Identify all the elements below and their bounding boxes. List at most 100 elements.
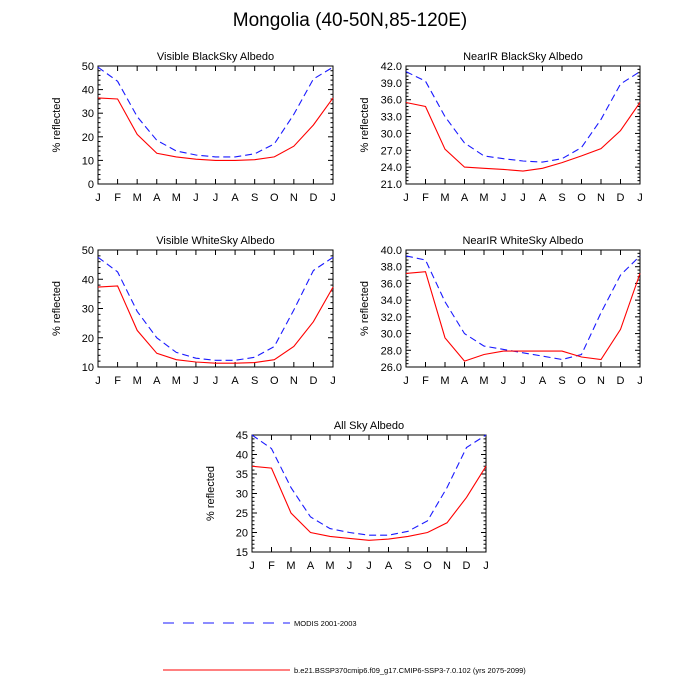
x-tick-label: J [483, 560, 489, 572]
x-tick-label: N [443, 560, 451, 572]
x-tick-label: M [479, 375, 488, 387]
x-tick-label: J [213, 375, 219, 387]
modis-series-line [97, 66, 334, 158]
y-tick-label: 30.0 [381, 329, 402, 341]
x-tick-label: D [309, 192, 317, 204]
plot-frame [251, 434, 487, 553]
panel-title: Visible WhiteSky Albedo [156, 235, 274, 247]
x-tick-label: S [558, 192, 565, 204]
x-tick-label: O [270, 192, 279, 204]
x-tick-label: F [268, 560, 275, 572]
modis-series-line [405, 71, 641, 163]
y-tick-label: 39.0 [381, 78, 402, 90]
chart-panel-1: Visible BlackSky Albedo % reflected 0 10 20 3… [51, 51, 336, 204]
chart-panel-4: NearIR WhiteSky Albedo % reflected 26.0 28.… [359, 235, 643, 387]
y-tick-label: 28.0 [381, 345, 402, 357]
y-tick-label: 15 [236, 547, 248, 559]
x-tick-label: M [479, 192, 488, 204]
y-tick-label: 40.0 [381, 245, 402, 257]
x-tick-label: D [463, 560, 471, 572]
y-tick-label: 24.0 [381, 162, 402, 174]
x-tick-label: J [330, 375, 336, 387]
plot-frame [97, 249, 334, 368]
x-tick-label: O [577, 375, 586, 387]
x-tick-label: S [251, 375, 258, 387]
y-tick-label: 30 [82, 304, 94, 316]
x-tick-label: D [617, 375, 625, 387]
x-tick-label: D [309, 375, 317, 387]
y-tick-label: 30 [82, 108, 94, 120]
y-tick-label: 26.0 [381, 362, 402, 374]
y-tick-label: 36.0 [381, 95, 402, 107]
legend-modis-label: MODIS 2001-2003 [294, 619, 357, 628]
modis-series-line [97, 256, 334, 361]
x-tick-label: A [539, 375, 547, 387]
y-tick-label: 30 [236, 489, 248, 501]
x-tick-label: J [403, 375, 409, 387]
y-axis-label: % reflected [359, 281, 371, 336]
x-tick-label: F [114, 192, 121, 204]
x-tick-label: J [403, 192, 409, 204]
y-axis-label: % reflected [359, 97, 371, 152]
y-tick-label: 20 [82, 132, 94, 144]
y-tick-label: 40 [82, 85, 94, 97]
y-axis-label: % reflected [51, 281, 63, 336]
x-tick-label: J [501, 375, 507, 387]
y-tick-label: 36.0 [381, 278, 402, 290]
x-tick-label: J [520, 375, 526, 387]
legend-model-label: b.e21.BSSP370cmip6.f09_g17.CMIP6-SSP3-7.… [294, 666, 526, 675]
x-tick-label: O [577, 192, 586, 204]
x-tick-label: M [325, 560, 334, 572]
x-tick-label: M [440, 375, 449, 387]
x-tick-label: J [95, 375, 101, 387]
chart-panel-5: All Sky Albedo % reflected 15 20 25 30 35 40 45 J… [205, 420, 489, 572]
y-tick-label: 25 [236, 508, 248, 520]
x-tick-label: J [366, 560, 372, 572]
y-axis-label: % reflected [205, 466, 217, 521]
x-tick-label: J [637, 375, 643, 387]
y-tick-label: 21.0 [381, 179, 402, 191]
x-tick-label: M [133, 192, 142, 204]
x-tick-label: A [153, 192, 161, 204]
x-tick-label: D [617, 192, 625, 204]
x-tick-label: A [461, 192, 469, 204]
y-tick-label: 10 [82, 362, 94, 374]
y-tick-label: 50 [82, 245, 94, 257]
x-tick-label: J [193, 375, 199, 387]
model-series-line [251, 465, 487, 541]
plot-frame [405, 65, 641, 185]
x-tick-label: M [440, 192, 449, 204]
chart-panel-3: Visible WhiteSky Albedo % reflected 10 20 30… [51, 235, 336, 387]
y-tick-label: 10 [82, 155, 94, 167]
x-tick-label: N [597, 375, 605, 387]
x-tick-label: F [114, 375, 121, 387]
x-tick-label: A [385, 560, 393, 572]
y-tick-label: 32.0 [381, 312, 402, 324]
chart-panel-2: NearIR BlackSky Albedo % reflected 21.0 24.… [359, 51, 643, 204]
x-tick-label: F [422, 375, 429, 387]
x-tick-label: J [95, 192, 101, 204]
x-tick-label: J [213, 192, 219, 204]
x-tick-label: M [133, 375, 142, 387]
x-tick-label: N [290, 375, 298, 387]
x-tick-label: N [290, 192, 298, 204]
x-tick-label: O [423, 560, 432, 572]
x-tick-label: J [347, 560, 353, 572]
x-tick-label: A [231, 375, 239, 387]
x-tick-label: M [286, 560, 295, 572]
y-tick-label: 33.0 [381, 112, 402, 124]
y-tick-label: 20 [82, 333, 94, 345]
y-tick-label: 45 [236, 430, 248, 442]
y-tick-label: 42.0 [381, 61, 402, 73]
panel-title: All Sky Albedo [334, 420, 404, 432]
y-tick-label: 50 [82, 61, 94, 73]
panel-title: NearIR BlackSky Albedo [463, 51, 583, 63]
legend: MODIS 2001-2003 b.e21.BSSP370cmip6.f09_g1… [163, 619, 526, 675]
x-tick-label: N [597, 192, 605, 204]
modis-series-line [405, 255, 641, 361]
x-tick-label: A [461, 375, 469, 387]
y-tick-label: 0 [88, 179, 94, 191]
y-axis-label: % reflected [51, 97, 63, 152]
x-tick-label: J [520, 192, 526, 204]
